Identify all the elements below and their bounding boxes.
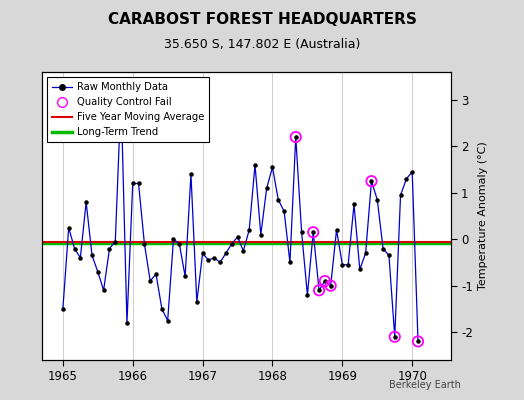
Point (274, 196, 282, 203)
Point (390, 334, 399, 340)
Point (100, 287, 108, 294)
Point (402, 176, 411, 182)
Point (414, 338, 422, 345)
Point (169, 236, 178, 242)
Point (204, 257, 213, 263)
Point (356, 266, 364, 273)
Point (321, 278, 329, 284)
Point (286, 259, 294, 266)
Point (373, 196, 381, 203)
Point (321, 278, 329, 284)
Point (408, 169, 417, 175)
Point (94, 268, 102, 275)
Point (263, 185, 271, 191)
Point (175, 241, 183, 247)
Point (291, 134, 300, 140)
Point (76, 255, 84, 261)
Point (105, 245, 114, 252)
Point (326, 282, 335, 289)
Point (134, 180, 143, 187)
Point (268, 164, 277, 170)
Point (146, 278, 155, 284)
Point (291, 134, 300, 140)
Point (158, 306, 166, 312)
Point (222, 250, 230, 256)
Point (332, 227, 341, 233)
Point (88, 252, 96, 259)
Point (344, 262, 352, 268)
Text: 35.650 S, 147.802 E (Australia): 35.650 S, 147.802 E (Australia) (164, 38, 360, 51)
Point (367, 178, 376, 184)
Text: CARABOST FOREST HEADQUARTERS: CARABOST FOREST HEADQUARTERS (107, 12, 417, 27)
Point (303, 292, 312, 298)
Point (298, 229, 306, 236)
Point (414, 338, 422, 345)
Legend: Raw Monthly Data, Quality Control Fail, Five Year Moving Average, Long-Term Tren: Raw Monthly Data, Quality Control Fail, … (47, 77, 209, 142)
Point (59, 306, 67, 312)
Point (385, 252, 393, 259)
Point (199, 250, 207, 256)
Point (280, 208, 288, 214)
Point (82, 199, 90, 205)
Point (152, 271, 160, 277)
Point (309, 229, 318, 236)
Point (362, 250, 370, 256)
Point (210, 255, 219, 261)
Point (227, 241, 236, 247)
Point (64, 224, 73, 231)
Point (128, 180, 137, 187)
Point (233, 234, 242, 240)
Point (181, 273, 189, 280)
Point (257, 231, 265, 238)
Point (111, 238, 119, 245)
Point (239, 248, 247, 254)
Point (117, 92, 125, 98)
Point (315, 287, 323, 294)
Point (367, 178, 376, 184)
Point (245, 227, 254, 233)
Point (163, 317, 172, 324)
Text: Berkeley Earth: Berkeley Earth (389, 380, 461, 390)
Point (396, 192, 405, 198)
Point (123, 320, 131, 326)
Point (140, 241, 149, 247)
Point (338, 262, 346, 268)
Point (390, 334, 399, 340)
Point (350, 201, 358, 208)
Point (379, 245, 387, 252)
Point (193, 299, 201, 305)
Point (187, 171, 195, 177)
Y-axis label: Temperature Anomaly (°C): Temperature Anomaly (°C) (478, 142, 488, 290)
Point (315, 287, 323, 294)
Point (70, 245, 79, 252)
Point (326, 282, 335, 289)
Point (309, 229, 318, 236)
Point (251, 162, 259, 168)
Point (216, 259, 224, 266)
